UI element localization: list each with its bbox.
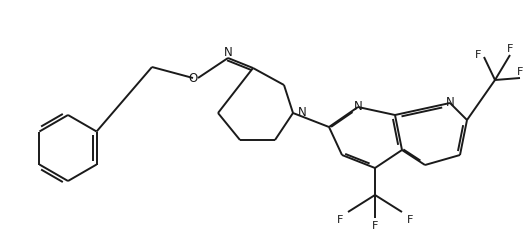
Text: O: O <box>189 71 198 84</box>
Text: F: F <box>475 50 481 60</box>
Text: F: F <box>372 221 378 231</box>
Text: N: N <box>354 100 362 114</box>
Text: F: F <box>337 215 343 225</box>
Text: N: N <box>446 96 455 109</box>
Text: N: N <box>224 46 233 60</box>
Text: F: F <box>517 67 523 77</box>
Text: N: N <box>298 106 307 119</box>
Text: F: F <box>507 44 513 54</box>
Text: F: F <box>407 215 413 225</box>
